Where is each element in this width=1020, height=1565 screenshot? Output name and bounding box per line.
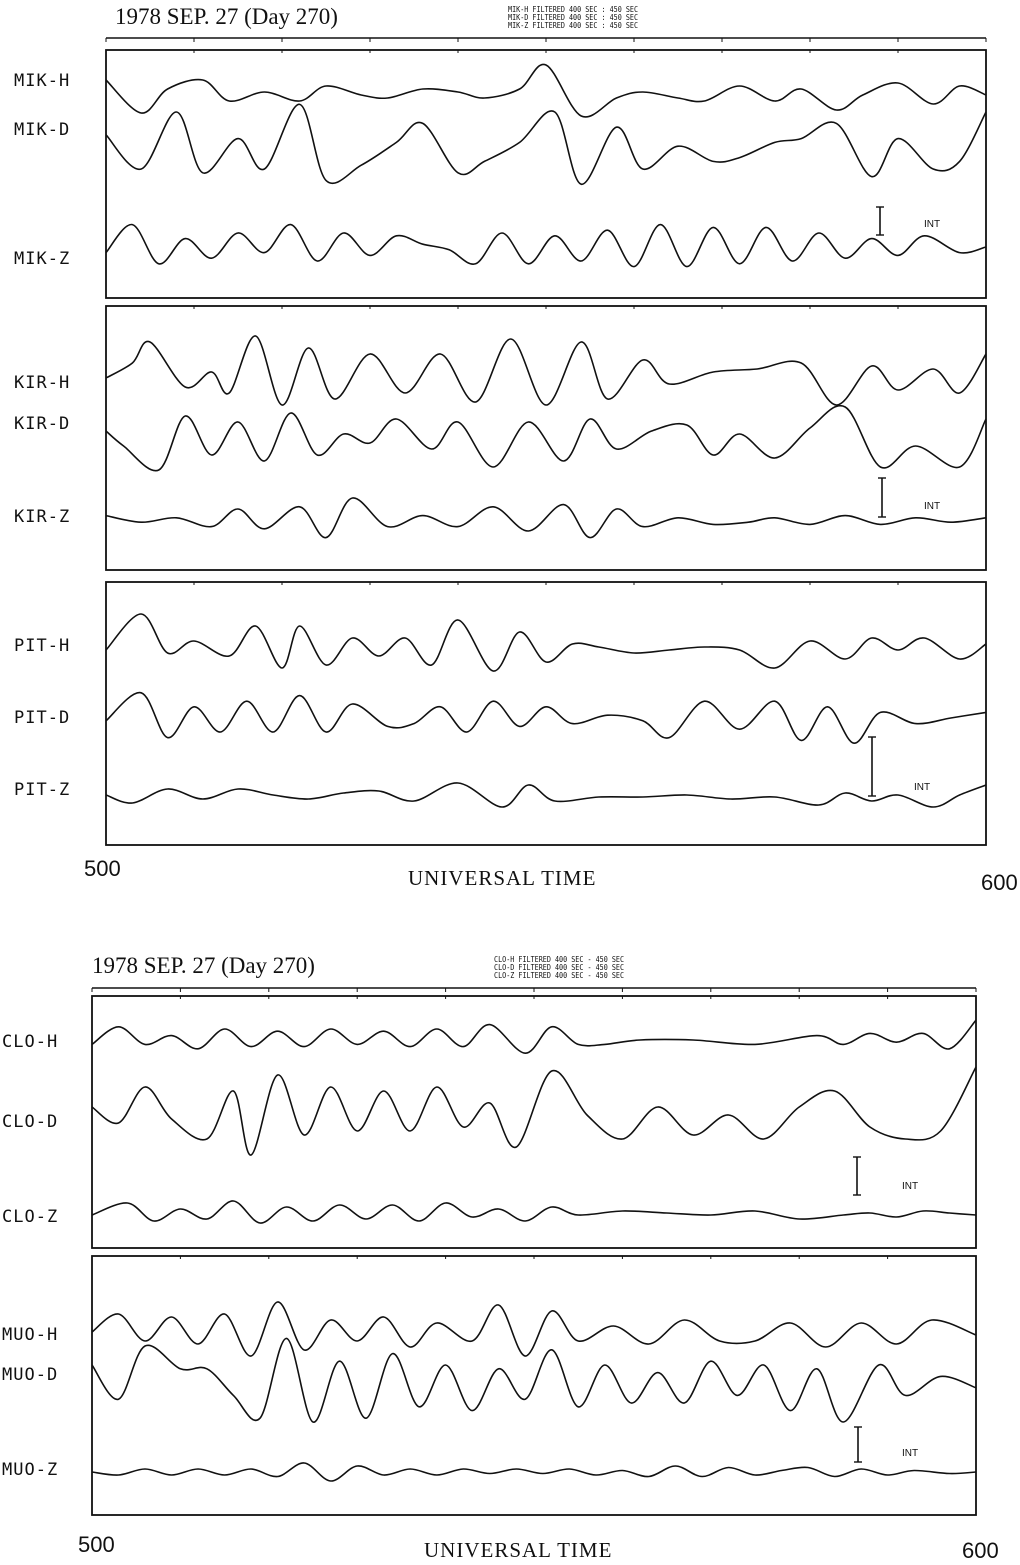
trace-label-muo-h: MUO-H bbox=[2, 1325, 59, 1345]
chart1-panel-2-frame bbox=[105, 305, 987, 571]
trace-kir-z bbox=[105, 497, 987, 539]
chart1-filter-line-2: MIK-D FILTERED 400 SEC : 450 SEC bbox=[508, 13, 639, 22]
trace-label-muo-d: MUO-D bbox=[2, 1365, 59, 1385]
trace-mik-z bbox=[105, 223, 987, 268]
trace-pit-h bbox=[105, 613, 987, 672]
chart2-filter-line-2: CLO-D FILTERED 400 SEC - 450 SEC bbox=[494, 963, 625, 972]
scale-label-mik: INT bbox=[924, 219, 941, 230]
trace-label-clo-h: CLO-H bbox=[2, 1032, 59, 1052]
trace-muo-d bbox=[91, 1337, 977, 1423]
scale-label-muo: INT bbox=[902, 1448, 919, 1459]
trace-label-mik-d: MIK-D bbox=[14, 120, 71, 140]
trace-label-kir-d: KIR-D bbox=[14, 414, 71, 434]
chart1-filter-line-1: MIK-H FILTERED 400 SEC : 450 SEC bbox=[508, 5, 639, 14]
chart1-x-axis-label: UNIVERSAL TIME bbox=[408, 866, 597, 890]
chart1-x-tick-500: 500 bbox=[84, 856, 121, 881]
trace-label-kir-h: KIR-H bbox=[14, 373, 71, 393]
trace-muo-h bbox=[91, 1301, 977, 1357]
trace-pit-z bbox=[105, 782, 987, 808]
trace-clo-h bbox=[91, 1019, 977, 1055]
trace-label-pit-h: PIT-H bbox=[14, 636, 71, 656]
scale-label-pit: INT bbox=[914, 782, 931, 793]
chart2-x-axis-label: UNIVERSAL TIME bbox=[424, 1538, 613, 1562]
trace-mik-d bbox=[105, 103, 987, 185]
chart2-x-tick-600: 600 bbox=[962, 1538, 999, 1563]
trace-label-muo-z: MUO-Z bbox=[2, 1460, 59, 1480]
trace-pit-d bbox=[105, 691, 987, 744]
trace-clo-d bbox=[91, 1066, 977, 1156]
trace-label-mik-z: MIK-Z bbox=[14, 249, 71, 269]
chart2-filter-line-1: CLO-H FILTERED 400 SEC - 450 SEC bbox=[494, 955, 625, 964]
trace-label-kir-z: KIR-Z bbox=[14, 507, 71, 527]
trace-label-mik-h: MIK-H bbox=[14, 71, 71, 91]
chart2-title: 1978 SEP. 27 (Day 270) bbox=[92, 953, 315, 978]
chart1-filter-line-3: MIK-Z FILTERED 400 SEC : 450 SEC bbox=[508, 21, 639, 30]
scale-label-clo: INT bbox=[902, 1181, 919, 1192]
trace-label-clo-z: CLO-Z bbox=[2, 1207, 59, 1227]
chart2-x-tick-500: 500 bbox=[78, 1532, 115, 1557]
trace-mik-h bbox=[105, 63, 987, 118]
chart2-filter-line-3: CLO-Z FILTERED 400 SEC - 450 SEC bbox=[494, 971, 625, 980]
scale-label-kir: INT bbox=[924, 501, 941, 512]
trace-muo-z bbox=[91, 1462, 977, 1482]
chart1-title: 1978 SEP. 27 (Day 270) bbox=[115, 4, 338, 29]
trace-label-clo-d: CLO-D bbox=[2, 1112, 59, 1132]
trace-clo-z bbox=[91, 1200, 977, 1224]
chart2-panel-1-frame bbox=[91, 995, 977, 1249]
trace-kir-d bbox=[105, 404, 987, 472]
trace-kir-h bbox=[105, 335, 987, 406]
chart1-x-tick-600: 600 bbox=[981, 870, 1018, 895]
chart1-panel-3-frame bbox=[105, 581, 987, 846]
trace-label-pit-z: PIT-Z bbox=[14, 780, 71, 800]
chart1-panel-1-frame bbox=[105, 49, 987, 299]
trace-label-pit-d: PIT-D bbox=[14, 708, 71, 728]
